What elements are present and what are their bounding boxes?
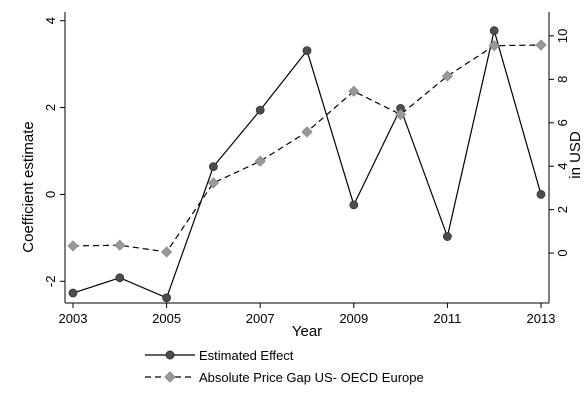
series-layer bbox=[67, 26, 547, 303]
point-price-gap-2013 bbox=[535, 39, 547, 51]
x-axis-title: Year bbox=[292, 323, 322, 340]
x-tick-label-0: 2003 bbox=[59, 311, 88, 326]
point-price-gap-2007 bbox=[254, 155, 266, 167]
right-axis-ticks: 0 2 4 6 8 10 bbox=[549, 29, 570, 257]
x-tick-label-1: 2005 bbox=[152, 311, 181, 326]
x-tick-label-5: 2013 bbox=[527, 311, 556, 326]
right-tick-label-2: 4 bbox=[555, 163, 570, 170]
point-estimated-effect-2012 bbox=[489, 26, 499, 36]
x-tick-label-3: 2009 bbox=[339, 311, 368, 326]
point-price-gap-2011 bbox=[441, 70, 453, 82]
x-axis-ticks: 2003 2005 2007 2009 2011 2013 bbox=[59, 303, 556, 326]
left-tick-label-2: 2 bbox=[43, 104, 58, 111]
point-price-gap-2003 bbox=[67, 240, 79, 252]
point-price-gap-2008 bbox=[301, 126, 313, 138]
x-tick-label-4: 2011 bbox=[433, 311, 461, 326]
point-price-gap-2006 bbox=[207, 177, 219, 189]
x-tick-label-2: 2007 bbox=[246, 311, 275, 326]
plot-frame bbox=[64, 12, 550, 304]
legend-label-price-gap: Absolute Price Gap US- OECD Europe bbox=[199, 370, 424, 385]
point-price-gap-2010 bbox=[395, 108, 407, 121]
point-estimated-effect-2004 bbox=[115, 273, 125, 283]
right-tick-label-1: 2 bbox=[555, 206, 570, 213]
right-tick-label-4: 8 bbox=[555, 76, 570, 83]
left-tick-label-0: -2 bbox=[43, 276, 58, 288]
legend-entry-price-gap: Absolute Price Gap US- OECD Europe bbox=[145, 370, 424, 385]
left-tick-label-3: 4 bbox=[43, 17, 58, 24]
point-price-gap-2004 bbox=[114, 239, 126, 251]
point-estimated-effect-2013 bbox=[536, 190, 546, 199]
series-line-estimated-effect bbox=[72, 30, 542, 299]
left-axis-title: Coefficient estimate bbox=[20, 121, 37, 252]
point-estimated-effect-2011 bbox=[442, 232, 452, 241]
point-price-gap-2012 bbox=[488, 40, 500, 52]
point-price-gap-2009 bbox=[348, 85, 360, 97]
point-price-gap-2005 bbox=[161, 246, 173, 258]
point-estimated-effect-2007 bbox=[255, 105, 265, 115]
legend-marker-estimated-effect bbox=[165, 350, 175, 360]
left-tick-label-1: 0 bbox=[43, 191, 58, 198]
right-axis-title: in USD bbox=[567, 131, 584, 179]
right-tick-label-0: 0 bbox=[555, 249, 570, 256]
legend: Estimated Effect Absolute Price Gap US- … bbox=[145, 348, 424, 385]
right-tick-label-5: 10 bbox=[555, 29, 570, 43]
right-tick-label-3: 6 bbox=[555, 119, 570, 126]
legend-label-estimated-effect: Estimated Effect bbox=[199, 348, 294, 363]
point-estimated-effect-2003 bbox=[68, 288, 78, 298]
point-estimated-effect-2009 bbox=[349, 200, 359, 210]
left-axis-ticks: -2 0 2 4 bbox=[43, 17, 65, 287]
series-line-price-gap bbox=[72, 44, 542, 253]
legend-marker-price-gap bbox=[164, 371, 176, 383]
point-estimated-effect-2006 bbox=[208, 162, 218, 172]
legend-entry-estimated-effect: Estimated Effect bbox=[145, 348, 294, 363]
point-estimated-effect-2008 bbox=[302, 46, 312, 56]
point-estimated-effect-2005 bbox=[162, 293, 172, 303]
